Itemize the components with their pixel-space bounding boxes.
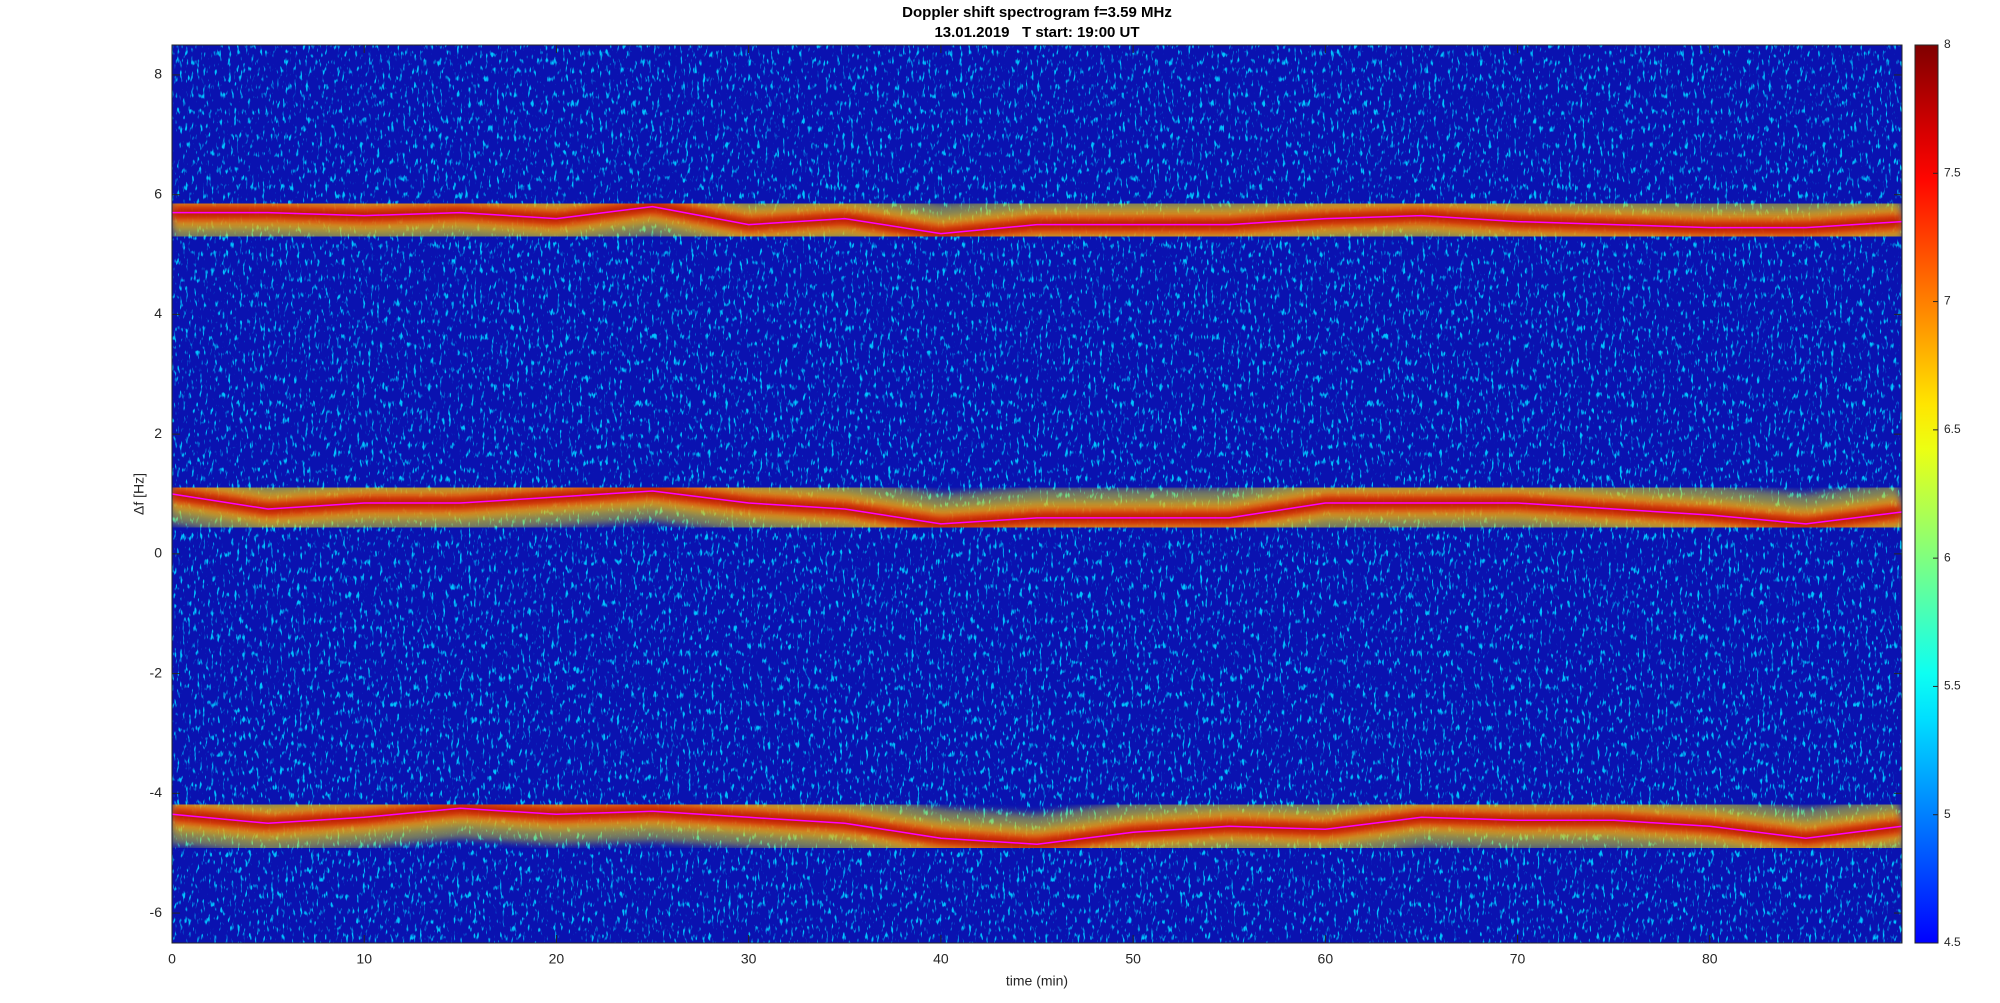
x-tick-label: 50 xyxy=(1125,951,1141,967)
y-tick-label: -4 xyxy=(150,784,163,800)
colorbar-tick-label: 7 xyxy=(1944,294,1951,308)
y-tick-label: -6 xyxy=(150,904,163,920)
x-tick-label: 0 xyxy=(168,951,176,967)
colorbar-tick-label: 4.5 xyxy=(1944,935,1961,949)
trace-line xyxy=(172,807,1902,845)
x-tick-label: 70 xyxy=(1510,951,1526,967)
colorbar-tick-label: 5.5 xyxy=(1944,679,1961,693)
x-tick-label: 30 xyxy=(741,951,757,967)
y-tick-label: 6 xyxy=(154,185,162,201)
colorbar-tick-label: 6 xyxy=(1944,550,1951,564)
chart-title: Doppler shift spectrogram f=3.59 MHz xyxy=(902,4,1172,21)
x-tick-label: 60 xyxy=(1318,951,1334,967)
x-axis-label: time (min) xyxy=(1006,973,1068,989)
bands xyxy=(172,176,1902,875)
colorbar-tick-label: 8 xyxy=(1944,37,1951,51)
plot-frame xyxy=(171,44,1903,944)
colorbar xyxy=(1914,44,1939,944)
colorbar-tick-label: 5 xyxy=(1944,807,1951,821)
x-tick-label: 20 xyxy=(549,951,565,967)
plot-area xyxy=(172,45,1902,943)
trace-line xyxy=(172,205,1902,235)
chart-subtitle: 13.01.2019 T start: 19:00 UT xyxy=(934,24,1139,41)
y-axis-label: Δf [Hz] xyxy=(131,473,147,515)
x-tick-label: 40 xyxy=(933,951,949,967)
trace-line xyxy=(172,490,1902,525)
x-tick-label: 80 xyxy=(1702,951,1718,967)
colorbar-tick-label: 7.5 xyxy=(1944,165,1961,179)
y-tick-label: 2 xyxy=(154,425,162,441)
y-tick-label: 0 xyxy=(154,545,162,561)
y-tick-label: 8 xyxy=(154,66,162,82)
y-tick-label: -2 xyxy=(150,664,163,680)
x-tick-label: 10 xyxy=(356,951,372,967)
y-tick-label: 4 xyxy=(154,305,162,321)
colorbar-tick-label: 6.5 xyxy=(1944,422,1961,436)
